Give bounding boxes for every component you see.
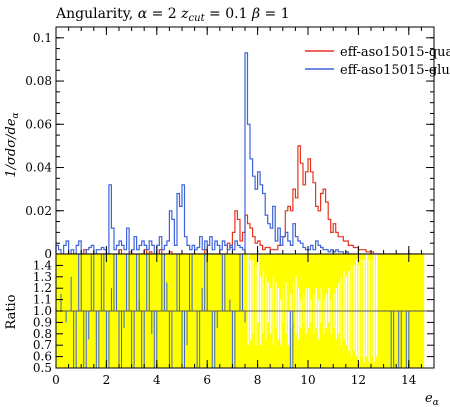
ratio-band-gap <box>250 259 252 340</box>
ratio-band-gap <box>292 282 295 323</box>
ratio-band-gap <box>353 265 355 351</box>
ratio-band-gap <box>308 288 310 329</box>
ratio-band-gap <box>323 299 325 334</box>
title-prefix: Angularity, <box>55 6 138 22</box>
ratio-band-gap <box>320 288 322 323</box>
main-tick-layer: 0 0.02 0.04 0.06 0.08 0.1 <box>25 26 435 261</box>
ratio-band-gap <box>365 254 368 357</box>
x-tick-label: 10 <box>300 373 315 387</box>
ratio-band-gap <box>330 299 332 334</box>
x-tick-label: 2 <box>103 373 111 387</box>
ratio-band-gap <box>315 288 317 329</box>
ratio-band-gap <box>318 299 320 340</box>
ratio-band-gap <box>358 265 360 363</box>
ratio-band-gap <box>267 282 269 323</box>
legend: eff-aso15015-quark eff-aso15015-gluon <box>305 45 450 78</box>
ratio-band-gap <box>328 288 330 323</box>
ratio-tick-layer: 0.50.60.70.80.91.01.11.21.31.4 0 2 4 6 8 10 12 1… <box>33 254 435 387</box>
ratio-band-gap <box>287 311 290 346</box>
y-tick-label: 0.02 <box>25 204 52 218</box>
title-z-sub: cut <box>189 13 206 24</box>
x-tick-label: 4 <box>153 373 161 387</box>
main-series-layer <box>55 52 424 255</box>
main-y-axis-label-sub: α <box>11 112 21 118</box>
ratio-y-tick-label: 1.3 <box>33 270 52 284</box>
ratio-band-gap <box>257 254 259 323</box>
y-tick-label: 0.06 <box>25 117 52 131</box>
ratio-band-gap <box>277 288 280 340</box>
y-tick-label: 0.04 <box>25 161 52 175</box>
ratio-y-tick-label: 1.4 <box>33 258 52 272</box>
title-z-eq: = 0.1 <box>205 6 252 22</box>
ratio-band-gap <box>247 254 249 346</box>
ratio-y-tick-label: 0.9 <box>33 315 52 329</box>
ratio-band-gap <box>275 282 277 329</box>
x-axis-label-main: e <box>425 391 433 406</box>
series-line-gluon <box>55 52 414 255</box>
ratio-band-gap <box>282 288 285 323</box>
ratio-band-gap <box>335 288 337 340</box>
ratio-y-tick-label: 1.0 <box>33 304 52 318</box>
ratio-band-gap <box>360 259 363 357</box>
x-tick-label: 8 <box>254 373 262 387</box>
legend-label-gluon: eff-aso15015-gluon <box>340 63 450 78</box>
ratio-y-tick-label: 0.7 <box>33 338 52 352</box>
x-tick-label: 0 <box>52 373 60 387</box>
title-alpha: α <box>138 6 148 22</box>
ratio-band-gap <box>252 259 254 334</box>
ratio-band-gap <box>376 254 378 357</box>
ratio-band-gap <box>280 299 282 346</box>
title-alpha-eq: = 2 <box>147 6 181 22</box>
main-panel: 0 0.02 0.04 0.06 0.08 0.1 1/σdσ/deα eff-aso15… <box>4 26 450 261</box>
title-beta: β <box>251 6 260 22</box>
ratio-band-gap <box>373 254 375 363</box>
title-beta-eq: = 1 <box>260 6 290 22</box>
chart-title: Angularity, α = 2 zcut = 0.1 β = 1 <box>55 6 290 24</box>
ratio-panel: 0.50.60.70.80.91.01.11.21.31.4 0 2 4 6 8 10 12 1… <box>4 253 439 407</box>
ratio-band-gap <box>355 259 358 357</box>
ratio-band-gap <box>297 288 300 340</box>
legend-label-quark: eff-aso15015-quark <box>340 45 450 60</box>
ratio-band-gap <box>262 271 264 334</box>
x-tick-label: 12 <box>351 373 366 387</box>
main-y-axis-label: 1/σdσ/deα <box>4 112 21 177</box>
x-axis-label-sub: α <box>433 398 439 407</box>
ratio-band-gap <box>300 299 302 329</box>
ratio-band-gap <box>313 293 315 334</box>
ratio-band-gap <box>295 276 297 334</box>
ratio-band-gap <box>302 293 305 323</box>
ratio-y-tick-label: 0.8 <box>33 327 52 341</box>
y-tick-label: 0 <box>44 247 52 261</box>
ratio-y-tick-label: 1.2 <box>33 281 52 295</box>
ratio-band-gap <box>371 259 373 357</box>
ratio-y-tick-label: 1.1 <box>33 293 52 307</box>
x-axis-label: eα <box>425 391 439 407</box>
title-z: z <box>180 6 189 22</box>
ratio-band-gap <box>343 271 345 340</box>
ratio-band-gap <box>285 282 287 334</box>
y-tick-label: 0.08 <box>25 74 52 88</box>
y-tick-label: 0.1 <box>33 31 52 45</box>
ratio-y-tick-label: 0.6 <box>33 350 52 364</box>
ratio-band-gap <box>265 276 267 340</box>
x-tick-label: 14 <box>401 373 417 387</box>
ratio-y-tick-label: 0.5 <box>33 361 52 375</box>
main-y-axis-label-main: 1/σdσ/de <box>4 118 19 177</box>
x-tick-label: 6 <box>203 373 211 387</box>
ratio-y-axis-label: Ratio <box>4 294 19 329</box>
ratio-band-gap <box>255 265 257 346</box>
ratio-band-gap <box>338 282 340 334</box>
